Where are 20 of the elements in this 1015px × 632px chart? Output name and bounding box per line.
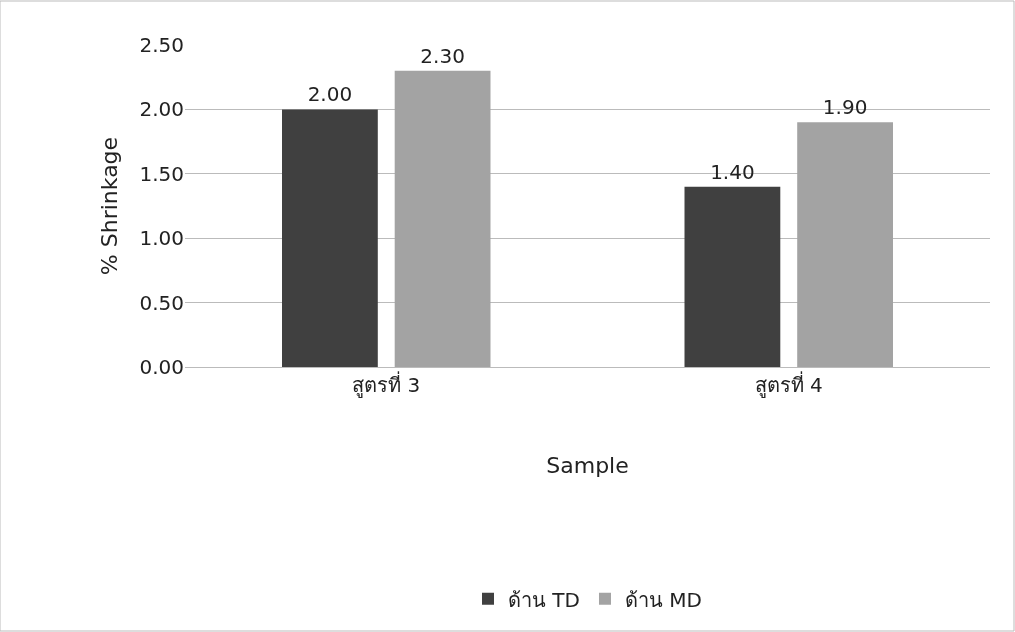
data-label: 1.90 [822, 95, 868, 120]
y-tick-label: 1.50 [139, 161, 184, 186]
data-label: 2.30 [420, 43, 465, 68]
legend-label: ด้าน MD [624, 587, 702, 612]
bar [684, 186, 781, 367]
bar [282, 109, 378, 367]
x-axis-title: Sample [546, 452, 629, 478]
data-label: 1.40 [710, 159, 755, 184]
y-tick-label: 2.50 [139, 33, 184, 57]
bar [797, 122, 893, 367]
y-tick-label: 1.00 [139, 226, 184, 251]
bar [394, 70, 491, 367]
y-axis-title: % Shrinkage [97, 136, 123, 276]
y-tick-label: 0.00 [139, 355, 184, 379]
y-tick-label: 2.00 [139, 97, 184, 122]
y-tick-label: 0.50 [139, 290, 184, 315]
data-label: 2.00 [307, 82, 353, 107]
x-tick-label: สูตรที่ 4 [754, 371, 823, 398]
legend-label: ด้าน TD [508, 587, 580, 612]
x-tick-label: สูตรที่ 3 [352, 371, 421, 398]
